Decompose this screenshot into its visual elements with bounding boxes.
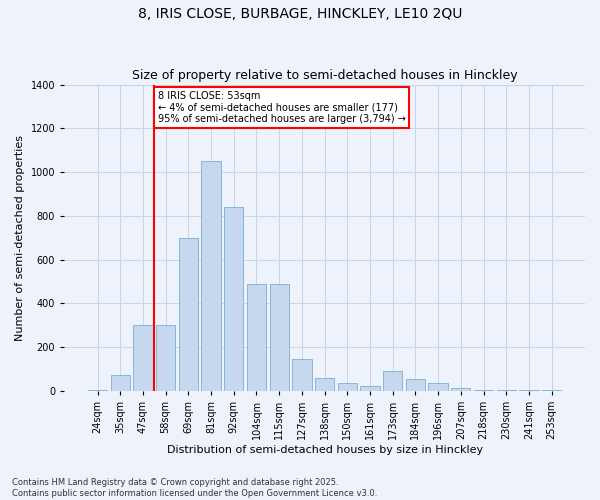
Bar xyxy=(179,238,198,391)
Bar xyxy=(88,390,107,391)
Text: 8, IRIS CLOSE, BURBAGE, HINCKLEY, LE10 2QU: 8, IRIS CLOSE, BURBAGE, HINCKLEY, LE10 2… xyxy=(138,8,462,22)
Bar xyxy=(133,326,152,391)
Bar xyxy=(474,390,493,391)
Bar xyxy=(315,378,334,391)
X-axis label: Distribution of semi-detached houses by size in Hinckley: Distribution of semi-detached houses by … xyxy=(167,445,482,455)
Bar xyxy=(110,374,130,391)
Bar xyxy=(497,390,516,391)
Bar xyxy=(383,372,403,391)
Y-axis label: Number of semi-detached properties: Number of semi-detached properties xyxy=(15,135,25,341)
Text: 8 IRIS CLOSE: 53sqm
← 4% of semi-detached houses are smaller (177)
95% of semi-d: 8 IRIS CLOSE: 53sqm ← 4% of semi-detache… xyxy=(158,91,406,124)
Bar xyxy=(406,379,425,391)
Bar xyxy=(224,207,244,391)
Bar xyxy=(520,390,539,391)
Bar xyxy=(269,284,289,391)
Bar xyxy=(247,284,266,391)
Text: Contains HM Land Registry data © Crown copyright and database right 2025.
Contai: Contains HM Land Registry data © Crown c… xyxy=(12,478,377,498)
Bar xyxy=(338,384,357,391)
Title: Size of property relative to semi-detached houses in Hinckley: Size of property relative to semi-detach… xyxy=(132,69,517,82)
Bar xyxy=(542,390,562,391)
Bar xyxy=(202,161,221,391)
Bar xyxy=(451,388,470,391)
Bar xyxy=(428,384,448,391)
Bar xyxy=(292,360,311,391)
Bar xyxy=(361,386,380,391)
Bar xyxy=(156,326,175,391)
